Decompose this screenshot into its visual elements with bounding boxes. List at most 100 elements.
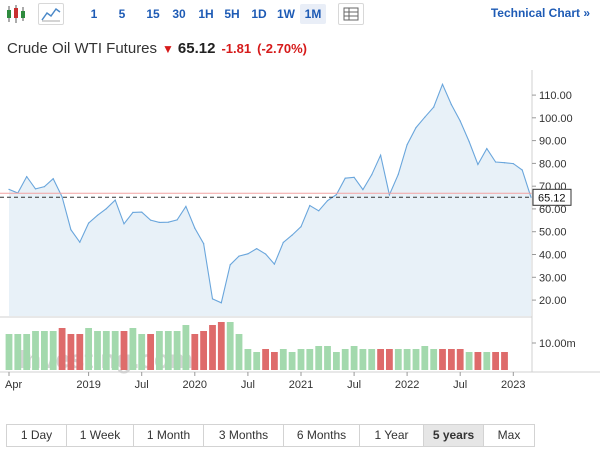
volume-bar xyxy=(368,349,376,370)
price-point xyxy=(486,148,488,150)
volume-bar xyxy=(324,346,331,370)
volume-bar xyxy=(156,331,163,370)
price-point xyxy=(424,116,426,118)
period-selector: 1 Day 1 Week 1 Month 3 Months 6 Months 1 Year… xyxy=(6,424,535,447)
price-point xyxy=(167,221,169,223)
period-1-day[interactable]: 1 Day xyxy=(7,425,67,446)
volume-bar xyxy=(253,352,261,370)
volume-bar xyxy=(377,349,384,370)
volume-bar xyxy=(394,349,402,370)
price-point xyxy=(326,200,329,202)
table-icon[interactable] xyxy=(338,3,364,25)
price-point xyxy=(203,243,205,245)
interval-5h[interactable]: 5H xyxy=(224,7,240,21)
volume-bar xyxy=(58,328,66,370)
period-1-month[interactable]: 1 Month xyxy=(134,425,204,446)
x-tick-label: 2019 xyxy=(76,379,100,391)
volume-axis-label: 10.00m xyxy=(539,338,576,350)
price-point xyxy=(397,173,399,175)
x-tick-label: Apr xyxy=(5,379,22,391)
y-tick-label: 30.00 xyxy=(539,272,567,284)
chart-toolbar: 1 5 15 30 1H 5H 1D 1W 1M Technical Chart » xyxy=(0,0,600,30)
price-point xyxy=(132,211,134,213)
price-point xyxy=(141,211,143,213)
volume-bar xyxy=(262,349,269,370)
price-point xyxy=(229,264,231,266)
price-point xyxy=(477,163,479,166)
volume-bar xyxy=(129,328,137,370)
volume-bar xyxy=(200,331,207,370)
interval-5[interactable]: 5 xyxy=(118,7,126,21)
candlestick-icon[interactable] xyxy=(3,3,29,25)
price-point xyxy=(88,222,90,224)
y-tick-label: 80.00 xyxy=(539,158,567,170)
price-point xyxy=(96,214,99,216)
down-arrow-icon: ▼ xyxy=(162,42,174,56)
technical-chart-link[interactable]: Technical Chart » xyxy=(490,6,590,20)
volume-bar xyxy=(41,331,48,370)
watermark: Investing.com xyxy=(18,344,193,374)
volume-bar xyxy=(226,322,234,370)
period-max[interactable]: Max xyxy=(497,428,521,442)
volume-bar xyxy=(297,349,305,370)
y-tick-label: 20.00 xyxy=(539,295,567,307)
volume-bar xyxy=(85,328,92,370)
y-tick-label: 40.00 xyxy=(539,250,567,262)
price-point xyxy=(459,120,461,122)
period-1-week[interactable]: 1 Week xyxy=(67,425,134,446)
price-point xyxy=(291,234,293,236)
volume-bar xyxy=(501,352,508,370)
price-point xyxy=(300,226,302,228)
interval-1d[interactable]: 1D xyxy=(251,7,267,21)
volume-bar xyxy=(448,349,455,370)
last-price-badge xyxy=(532,188,572,206)
price-point xyxy=(247,253,249,255)
price-point xyxy=(282,241,284,243)
price-point xyxy=(521,169,523,171)
price-point xyxy=(34,188,37,190)
period-6-months[interactable]: 6 Months xyxy=(284,425,360,446)
price-point xyxy=(406,144,408,146)
price-point xyxy=(17,192,19,194)
x-tick-label: 2022 xyxy=(395,379,419,391)
price-point xyxy=(371,174,373,176)
price-point xyxy=(468,140,470,143)
interval-15[interactable]: 15 xyxy=(146,7,160,21)
price-point xyxy=(70,229,72,231)
period-5-years[interactable]: 5 years xyxy=(424,425,484,446)
volume-bar xyxy=(350,346,358,370)
volume-bar xyxy=(271,352,278,370)
price-point xyxy=(114,199,116,201)
area-chart-icon[interactable] xyxy=(38,3,64,25)
x-tick-label: Jul xyxy=(135,379,149,391)
volume-bar xyxy=(173,331,181,370)
interval-1m[interactable]: 1M xyxy=(300,4,326,24)
x-tick-label: Jul xyxy=(453,379,467,391)
price-point xyxy=(26,176,28,178)
price-point xyxy=(530,196,532,198)
price-point xyxy=(43,186,46,188)
price-point xyxy=(335,194,337,196)
price-point xyxy=(344,177,346,179)
period-1-year[interactable]: 1 Year xyxy=(360,425,424,446)
volume-bar xyxy=(147,334,154,370)
price-point xyxy=(150,219,152,221)
interval-1h[interactable]: 1H xyxy=(198,7,214,21)
interval-1[interactable]: 1 xyxy=(90,7,98,21)
x-tick-label: 2020 xyxy=(183,379,207,391)
price-point xyxy=(238,255,240,257)
price-point xyxy=(309,204,311,207)
volume-bar xyxy=(474,352,482,370)
price-point xyxy=(211,298,214,300)
volume-bar xyxy=(76,334,84,370)
price-point xyxy=(105,208,107,210)
volume-bar xyxy=(244,349,252,370)
interval-1w[interactable]: 1W xyxy=(277,7,295,21)
price-point xyxy=(256,248,258,250)
volume-bar xyxy=(32,331,39,370)
volume-bar xyxy=(138,334,146,370)
interval-30[interactable]: 30 xyxy=(172,7,186,21)
period-3-months[interactable]: 3 Months xyxy=(204,425,284,446)
price-point xyxy=(176,219,178,221)
price-point xyxy=(495,161,497,163)
